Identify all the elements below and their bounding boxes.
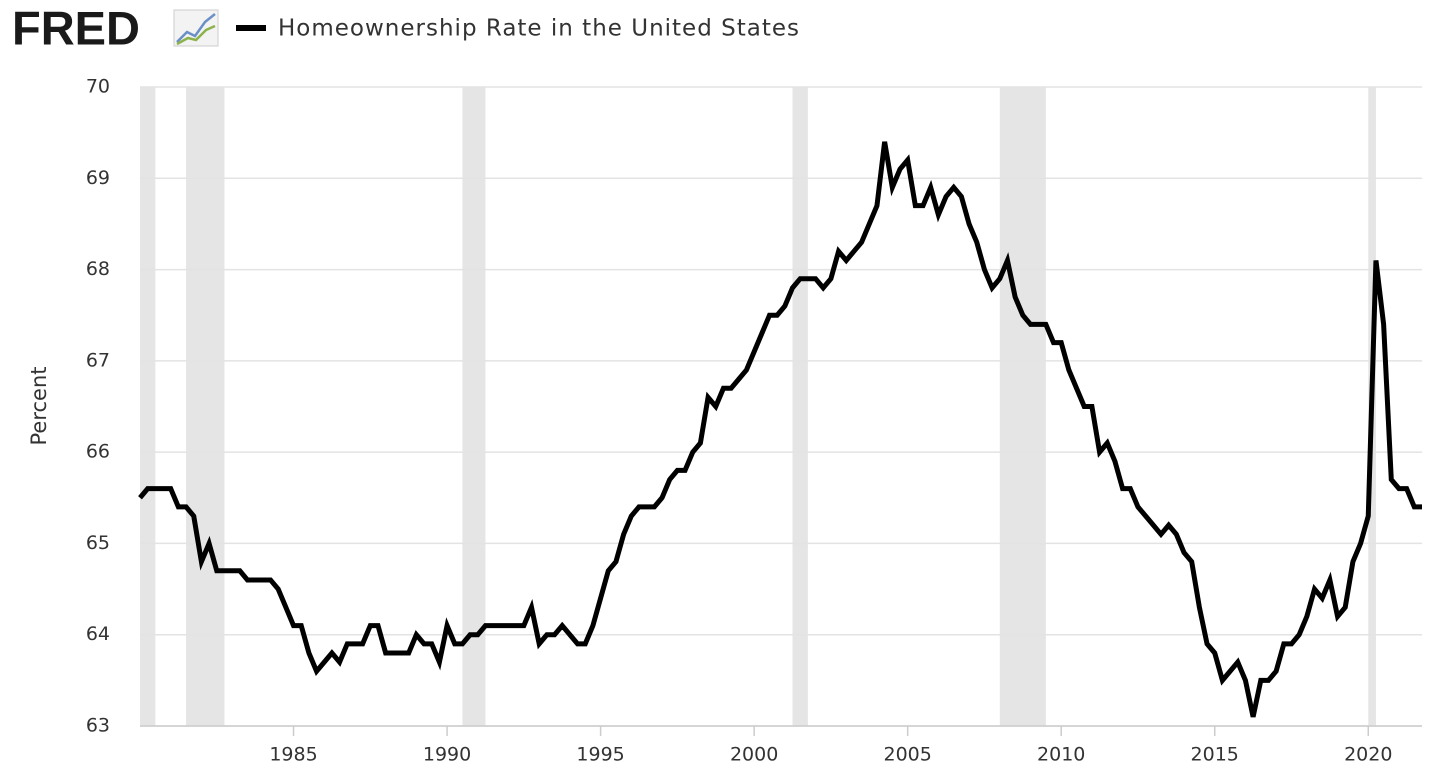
- x-tick-label: 2000: [730, 744, 778, 766]
- chart-title: Homeownership Rate in the United States: [278, 16, 800, 42]
- y-tick-label: 63: [86, 715, 110, 737]
- x-tick-label: 1995: [576, 744, 624, 766]
- x-tick-label: 2005: [883, 744, 931, 766]
- y-tick-label: 67: [86, 349, 110, 371]
- y-axis-title: Percent: [27, 366, 51, 445]
- y-tick-label: 70: [86, 76, 110, 98]
- x-tick-label: 1990: [423, 744, 471, 766]
- recession-band: [140, 87, 156, 726]
- y-tick-label: 69: [86, 167, 110, 189]
- x-tick-label: 2020: [1344, 744, 1392, 766]
- series-line: [138, 141, 1422, 718]
- logo-icon-line: [176, 24, 216, 46]
- y-tick-label: 65: [86, 532, 110, 554]
- logo-icon-line: [176, 13, 216, 43]
- x-tick-label: 1985: [269, 744, 317, 766]
- recession-band: [999, 87, 1046, 726]
- recession-band: [462, 87, 486, 726]
- y-tick-label: 66: [86, 441, 110, 463]
- recession-band: [792, 87, 808, 726]
- recession-band: [186, 87, 225, 726]
- y-tick-label: 64: [86, 623, 110, 645]
- logo-text: FRED: [12, 1, 140, 54]
- x-tick-label: 2010: [1037, 744, 1085, 766]
- x-tick-label: 2015: [1191, 744, 1239, 766]
- fred-logo: FRED: [12, 1, 219, 54]
- y-tick-label: 68: [86, 258, 110, 280]
